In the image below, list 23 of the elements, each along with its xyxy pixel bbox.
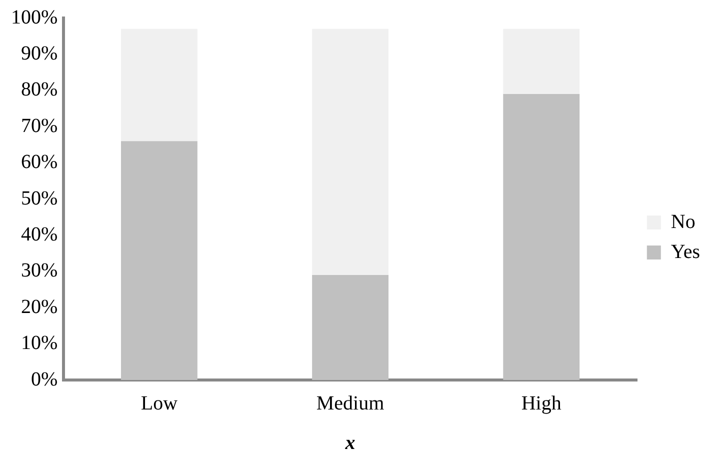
bar	[120, 141, 198, 380]
y-tick-label: 50%	[20, 187, 58, 210]
y-tick-label: 20%	[20, 296, 58, 318]
y-tick-label: 0%	[30, 368, 58, 390]
legend-label: Yes	[670, 240, 700, 263]
y-tick-label: 70%	[20, 114, 58, 137]
bar	[503, 28, 580, 94]
x-tick-label: High	[521, 392, 562, 414]
y-tick-label: 10%	[20, 332, 58, 354]
x-axis-title: x	[344, 432, 356, 454]
y-tick-label: 40%	[20, 223, 58, 246]
y-tick-label: 30%	[20, 260, 58, 282]
y-tick-label: 60%	[20, 151, 58, 174]
x-tick-label: Low	[140, 392, 178, 414]
y-tick-label: 90%	[20, 42, 58, 64]
bar	[312, 28, 388, 276]
bar	[120, 28, 198, 142]
bar	[312, 275, 388, 380]
legend-label: No	[670, 210, 696, 233]
y-tick-label: 80%	[20, 78, 58, 101]
x-tick-label: Medium	[316, 392, 385, 414]
y-tick-label: 100%	[10, 6, 58, 28]
bar	[503, 94, 580, 380]
